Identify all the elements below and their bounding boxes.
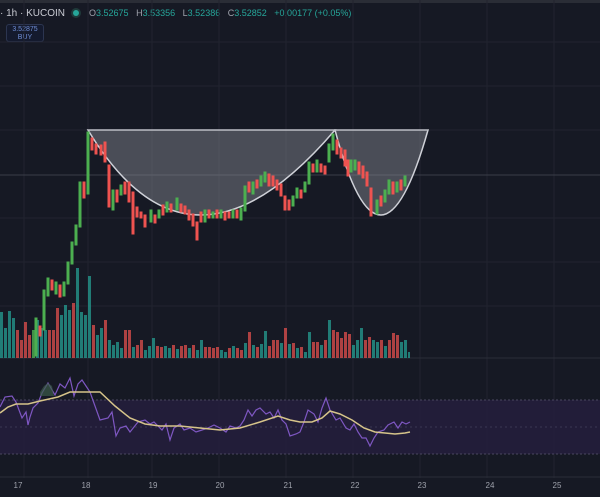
low-key: L	[182, 8, 188, 18]
x-tick-18: 18	[81, 481, 91, 490]
x-tick-17: 17	[13, 481, 23, 490]
price-candles	[34, 131, 407, 357]
x-tick-23: 23	[417, 481, 427, 490]
high-key: H	[136, 8, 143, 18]
chart-legend: · 1h · KUCOIN O3.52675 H3.53356 L3.52386…	[0, 6, 351, 20]
open-key: O	[89, 8, 97, 18]
rsi-overbought-fill	[40, 383, 54, 396]
x-tick-19: 19	[148, 481, 158, 490]
x-tick-22: 22	[350, 481, 360, 490]
change-value: +0.00177 (+0.05%)	[274, 8, 352, 18]
volume-bars	[0, 268, 410, 358]
x-tick-24: 24	[485, 481, 495, 490]
open-value: 3.52675	[96, 8, 129, 18]
x-tick-21: 21	[283, 481, 293, 490]
buy-label: BUY	[17, 34, 33, 41]
rsi-ma-line	[0, 391, 411, 435]
buy-price: 3.52875	[12, 26, 38, 33]
x-tick-20: 20	[215, 481, 225, 490]
grid-lines	[0, 0, 600, 478]
market-status-icon	[73, 10, 80, 16]
close-value: 3.52852	[234, 8, 267, 18]
rsi-line	[0, 376, 411, 448]
ohlc-values: O3.52675 H3.53356 L3.52386 C3.52852 +0.0…	[89, 8, 351, 18]
close-key: C	[227, 8, 235, 18]
cup-shape	[86, 129, 337, 216]
top-border	[0, 0, 600, 3]
low-value: 3.52386	[187, 8, 221, 18]
high-value: 3.53356	[142, 8, 176, 18]
x-tick-25: 25	[552, 481, 562, 490]
symbol-interval-exchange[interactable]: · 1h · KUCOIN	[0, 7, 66, 19]
